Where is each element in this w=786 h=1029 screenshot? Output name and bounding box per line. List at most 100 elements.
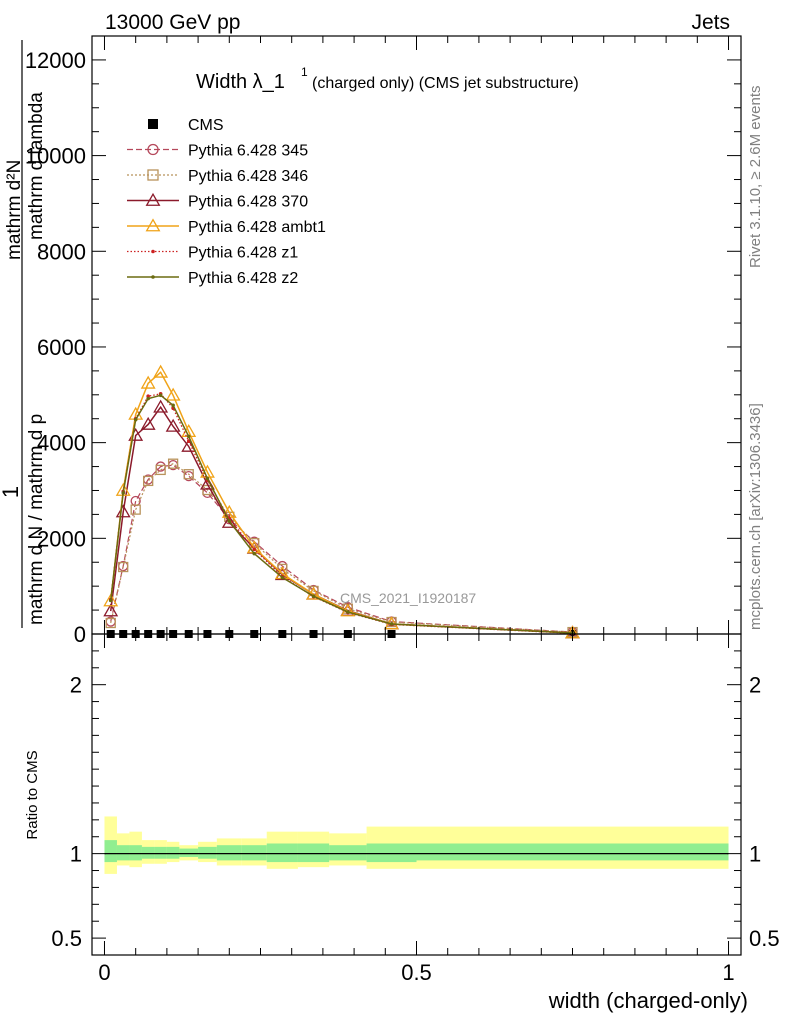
ratio-inner-band-bin: [416, 843, 729, 861]
ratio-ytick-label-right: 2: [749, 673, 761, 698]
svg-text:Width λ_1: Width λ_1: [196, 71, 285, 93]
xtick-label: 0.5: [401, 960, 432, 985]
main-ylabel: 1 mathrm d N / mathrm d p mathrm d lambd…: [0, 40, 47, 628]
series-p346: [105, 458, 578, 638]
series-point-z1: [252, 547, 257, 552]
ratio-inner-band-bin: [241, 845, 267, 861]
ratio-ytick-label-right: 0.5: [749, 926, 780, 951]
ratio-inner-band-bin: [141, 846, 155, 859]
ratio-frame: [91, 633, 742, 956]
legend-label: Pythia 6.428 346: [188, 168, 308, 185]
legend-label: Pythia 6.428 z2: [188, 270, 298, 287]
main-ytick-label: 12000: [25, 48, 86, 73]
ratio-inner-band-bin: [154, 846, 167, 859]
ratio-inner-band-bin: [366, 843, 417, 863]
xtick-label: 1: [722, 960, 734, 985]
header-right: Jets: [691, 11, 730, 34]
legend-marker-z1: [151, 249, 155, 254]
watermark: CMS_2021_I1920187: [340, 590, 476, 606]
series-point-p370: [153, 399, 169, 413]
series-point-p370: [103, 603, 119, 617]
plot-title: Width λ_1 1 (charged only) (CMS jet subs…: [196, 65, 579, 93]
series-point-z2: [205, 476, 210, 481]
svg-text:mathrm d N / mathrm d p: mathrm d N / mathrm d p: [26, 414, 47, 625]
ratio-inner-band-bin: [297, 843, 330, 863]
header-left: 13000 GeV pp: [105, 11, 240, 34]
svg-text:mathrm d lambda: mathrm d lambda: [26, 92, 47, 240]
series-line-ambt1: [109, 371, 573, 634]
series-point-p346: [167, 458, 179, 469]
ratio-ytick-label-right: 1: [749, 842, 761, 867]
ratio-inner-band-bin: [266, 843, 298, 863]
series-point-p370: [115, 504, 131, 518]
ratio-ytick-label: 0.5: [51, 926, 82, 951]
legend-marker-p346: [147, 169, 159, 181]
series-point-z2: [389, 622, 394, 626]
legend-label: CMS: [188, 117, 224, 134]
series-point-ambt1: [140, 375, 156, 389]
svg-text:(charged only) (CMS jet substr: (charged only) (CMS jet substructure): [312, 75, 579, 92]
series-point-z2: [227, 519, 232, 523]
ratio-inner-band-bin: [129, 845, 142, 861]
main-ytick-label: 6000: [37, 335, 86, 360]
mcplots-label: mcplots.cern.ch [arXiv:1306.3436]: [747, 403, 764, 630]
legend-entry-z2: Pythia 6.428 z2: [127, 270, 298, 287]
series-point-z2: [280, 575, 285, 580]
legend-marker-cms: [148, 119, 158, 129]
series-point-ambt1: [153, 364, 169, 378]
svg-text:1: 1: [0, 486, 23, 498]
series-z2: [108, 393, 575, 635]
ratio-inner-band-bin: [216, 845, 242, 861]
series-point-z2: [252, 551, 257, 556]
legend-marker-ambt1: [145, 218, 161, 232]
ratio-inner-band-bin: [116, 845, 130, 861]
series-point-p346: [118, 561, 129, 573]
series-point-p346: [105, 617, 116, 629]
ratio-inner-band-bin: [104, 840, 117, 863]
series-point-z1: [186, 439, 191, 444]
series-point-p370: [165, 418, 181, 432]
main-ytick-label: 0: [74, 622, 86, 647]
main-plot: 0 2000 4000 6000 8000 10000 12000: [25, 35, 742, 647]
series-point-z2: [108, 598, 113, 603]
legend-label: Pythia 6.428 370: [188, 194, 308, 211]
legend-entry-cms: CMS: [148, 117, 224, 134]
main-ytick-label: 2000: [37, 526, 86, 551]
rivet-label: Rivet 3.1.10, ≥ 2.6M events: [747, 86, 764, 269]
legend-entry-p346: Pythia 6.428 346: [127, 168, 308, 185]
svg-text:1: 1: [301, 65, 308, 79]
series-point-p370: [181, 438, 197, 452]
ratio-inner-band-bin: [198, 846, 217, 859]
series-point-z2: [121, 491, 126, 495]
ratio-plot: 0 0.5 1 0.5 0.5 1 1 2 2: [51, 36, 780, 985]
legend-entry-p345: Pythia 6.428 345: [127, 143, 308, 160]
legend: CMS Pythia 6.428 345 Pythia 6.428 346 Pythi…: [127, 117, 326, 287]
series-point-z2: [311, 594, 316, 599]
legend-entry-ambt1: Pythia 6.428 ambt1: [127, 218, 326, 236]
legend-label: Pythia 6.428 ambt1: [188, 219, 326, 236]
legend-label: Pythia 6.428 z1: [188, 245, 298, 262]
series-line-p345: [110, 464, 573, 633]
series-point-p346: [155, 464, 166, 476]
legend-entry-p370: Pythia 6.428 370: [127, 192, 308, 211]
series-point-p346: [130, 504, 141, 515]
ratio-ytick-label: 1: [70, 842, 82, 867]
series-point-p370: [140, 416, 156, 430]
main-ytick-label: 10000: [25, 144, 86, 169]
ratio-inner-band-bin: [329, 845, 367, 861]
series-point-z2: [158, 393, 163, 398]
xtick-label: 0: [98, 960, 110, 985]
legend-marker-p345: [147, 143, 159, 156]
ratio-ytick-label: 2: [70, 673, 82, 698]
ratio-inner-band-bin: [179, 848, 199, 858]
x-axis-label: width (charged-only): [548, 988, 748, 1013]
series-point-ambt1: [165, 387, 181, 401]
series-point-z2: [171, 403, 175, 408]
ratio-ylabel: Ratio to CMS: [24, 750, 41, 839]
legend-marker-z2: [151, 275, 155, 279]
ratio-inner-band-bin: [166, 846, 180, 859]
svg-text:mathrm d²N: mathrm d²N: [4, 160, 25, 260]
main-ytick-label: 8000: [37, 239, 86, 264]
main-ytick-label: 4000: [37, 431, 86, 456]
